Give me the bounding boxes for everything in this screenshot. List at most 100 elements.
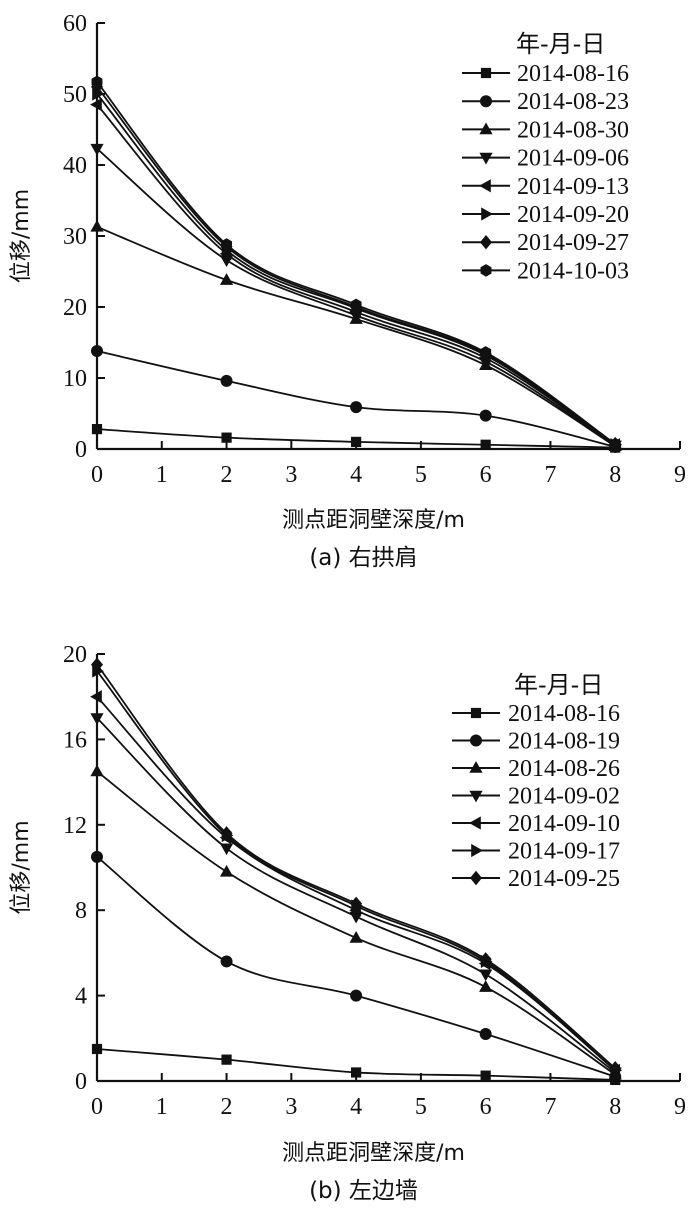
legend-marker xyxy=(469,816,481,830)
data-point xyxy=(219,273,234,285)
data-point xyxy=(91,850,103,863)
data-point xyxy=(221,1054,232,1065)
legend-marker xyxy=(469,761,483,773)
legend-label: 2014-09-13 xyxy=(517,174,629,200)
x-tick-label: 7 xyxy=(544,462,556,488)
legend-label: 2014-09-20 xyxy=(517,202,629,228)
data-point xyxy=(221,432,232,443)
x-tick-label: 5 xyxy=(415,1094,427,1120)
data-point xyxy=(609,437,621,451)
y-tick-label: 20 xyxy=(63,295,87,321)
legend-label: 2014-09-10 xyxy=(508,811,620,837)
legend-label: 2014-09-25 xyxy=(508,866,620,892)
legend-marker xyxy=(480,264,492,277)
data-point xyxy=(91,657,103,672)
data-point xyxy=(480,1070,491,1081)
legend-label: 2014-08-23 xyxy=(517,89,629,115)
legend-marker xyxy=(479,179,491,193)
legend-marker xyxy=(471,843,483,858)
legend-marker xyxy=(470,734,482,747)
legend-label: 2014-08-16 xyxy=(508,701,620,727)
legend-marker xyxy=(470,707,482,719)
data-point xyxy=(479,980,493,992)
legend: 年-月-日2014-08-162014-08-192014-08-262014-… xyxy=(452,671,620,892)
legend-marker xyxy=(480,95,492,108)
y-tick-label: 12 xyxy=(63,813,87,839)
y-tick-label: 4 xyxy=(75,984,87,1010)
legend-label: 2014-08-30 xyxy=(517,117,629,143)
legend-title: 年-月-日 xyxy=(516,30,605,58)
series-2014-10-03 xyxy=(91,75,621,451)
legend-label: 2014-09-06 xyxy=(517,146,629,172)
legend-item: 2014-08-19 xyxy=(452,729,620,755)
legend-label: 2014-09-02 xyxy=(508,784,620,810)
legend-item: 2014-08-16 xyxy=(452,701,620,727)
data-point xyxy=(351,1067,362,1078)
panel-caption: (b) 左边墙 xyxy=(309,1178,418,1204)
legend-marker xyxy=(481,207,493,221)
legend-item: 2014-09-20 xyxy=(462,202,629,228)
data-point xyxy=(90,764,104,777)
x-tick-label: 1 xyxy=(156,462,168,488)
x-tick-label: 6 xyxy=(480,1094,492,1120)
legend-marker xyxy=(469,790,483,803)
legend-label: 2014-09-27 xyxy=(517,230,629,256)
legend-marker xyxy=(479,152,493,165)
data-point xyxy=(219,843,234,856)
data-point xyxy=(350,298,362,312)
y-axis-label: 位移/mm xyxy=(9,820,34,914)
series-line xyxy=(96,104,616,446)
y-tick-label: 50 xyxy=(63,82,87,108)
data-point xyxy=(90,713,104,725)
data-point xyxy=(351,436,362,447)
y-tick-label: 40 xyxy=(63,153,87,179)
chart-panel-a: 0 1 2 3 4 5 6 7 8 9 0 10 20 30 40 50 60 测点距洞壁深度/m 位移/mm (a)… xyxy=(9,11,686,571)
data-point xyxy=(90,143,104,156)
data-point xyxy=(479,969,493,982)
x-tick-label: 4 xyxy=(350,462,362,488)
legend-item: 2014-08-23 xyxy=(462,89,629,115)
legend-label: 2014-08-26 xyxy=(508,756,620,782)
series-2014-08-23 xyxy=(91,345,622,453)
data-point xyxy=(91,345,103,358)
data-point xyxy=(480,346,492,359)
data-point xyxy=(479,409,492,422)
x-tick-label: 8 xyxy=(609,462,621,488)
legend-item: 2014-10-03 xyxy=(462,258,629,284)
data-point xyxy=(91,75,103,89)
x-tick-label: 6 xyxy=(480,462,492,488)
legend-item: 2014-09-10 xyxy=(452,811,620,837)
legend-marker xyxy=(479,122,493,135)
y-tick-label: 0 xyxy=(75,437,87,463)
x-tick-label: 7 xyxy=(544,1094,556,1120)
data-point xyxy=(91,424,103,435)
series-2014-08-19 xyxy=(91,850,622,1083)
series-2014-09-25 xyxy=(91,657,622,1076)
x-tick-label: 9 xyxy=(674,1094,686,1120)
data-point xyxy=(349,931,363,943)
x-tick-label: 2 xyxy=(221,462,233,488)
x-tick-label: 4 xyxy=(350,1094,362,1120)
data-point xyxy=(219,864,234,877)
legend-item: 2014-09-06 xyxy=(462,146,629,172)
y-tick-label: 16 xyxy=(63,727,87,753)
data-point xyxy=(220,955,233,968)
data-point xyxy=(91,1043,103,1055)
x-tick-label: 3 xyxy=(285,462,297,488)
legend-marker xyxy=(480,235,492,250)
legend-item: 2014-08-16 xyxy=(462,61,629,87)
legend-marker xyxy=(470,870,482,886)
legend-item: 2014-09-25 xyxy=(452,866,620,892)
data-point xyxy=(350,989,363,1002)
x-tick-label: 1 xyxy=(156,1094,168,1120)
y-tick-label: 0 xyxy=(75,1069,87,1095)
x-tick-label: 0 xyxy=(91,462,103,488)
y-tick-label: 20 xyxy=(63,642,87,668)
x-axis-label: 测点距洞壁深度/m xyxy=(282,508,465,533)
x-tick-label: 9 xyxy=(674,462,686,488)
data-point xyxy=(220,374,233,387)
data-point xyxy=(609,1060,622,1076)
y-tick-label: 10 xyxy=(63,366,87,392)
data-point xyxy=(479,952,492,967)
